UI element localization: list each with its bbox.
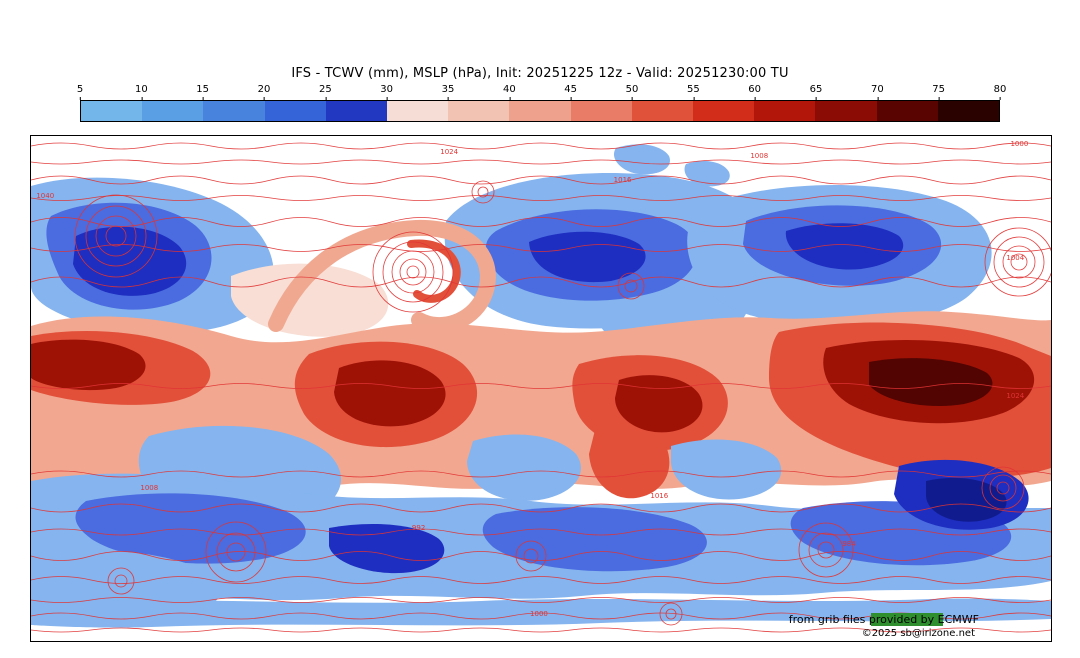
colorbar-tick-label: 45 (564, 84, 578, 100)
colorbar-segment (570, 101, 632, 121)
colorbar-tick-label: 60 (748, 84, 762, 100)
mslp-contours (31, 142, 1051, 633)
isobar-label: 1004 (1006, 254, 1025, 263)
colorbar-segment (81, 101, 143, 121)
colorbar: 5 10 15 20 25 30 35 40 45 50 55 60 65 70 75 80 (76, 84, 1006, 122)
colorbar-tick-label: 20 (257, 84, 271, 100)
isobar-label: 1024 (1006, 392, 1025, 401)
colorbar-tick-label: 15 (196, 84, 210, 100)
isobar-label: 1008 (750, 152, 769, 161)
colorbar-tick-label: 75 (932, 84, 946, 100)
colorbar-segment (203, 101, 265, 121)
isobar-label: 1000 (1010, 140, 1029, 149)
colorbar-segment (754, 101, 816, 121)
colorbar-segment (325, 101, 388, 121)
colorbar-segment (142, 101, 204, 121)
isobar-label: 1040 (36, 192, 55, 201)
isobar-label: 992 (411, 523, 426, 532)
colorbar-tick-label: 65 (809, 84, 823, 100)
colorbar-ticks: 5 10 15 20 25 30 35 40 45 50 55 60 65 70 75 80 (76, 84, 1006, 100)
colorbar-tick-label: 50 (625, 84, 639, 100)
colorbar-tick-label: 35 (441, 84, 455, 100)
isobar-labels: 1040 1024 1016 1008 1000 1004 1024 1008 1016 992 9… (31, 136, 1051, 641)
attribution-copyright: ©2025 sb@irizone.net (861, 628, 975, 639)
colorbar-segment (815, 101, 877, 121)
colorbar-bar (80, 100, 1000, 122)
attribution-source: from grib files provided by ECMWF (788, 613, 979, 626)
colorbar-segment (631, 101, 694, 121)
colorbar-segment (264, 101, 326, 121)
colorbar-tick-label: 5 (76, 84, 84, 100)
colorbar-tick-label: 40 (502, 84, 516, 100)
isobar-label: 1000 (530, 610, 548, 619)
colorbar-segment (509, 101, 571, 121)
ecmwf-green-patch (871, 613, 943, 626)
isobar-label: 1024 (440, 148, 459, 157)
colorbar-tick-label: 55 (686, 84, 700, 100)
colorbar-tick-label: 10 (134, 84, 148, 100)
colorbar-segment (693, 101, 755, 121)
isobar-label: 1008 (140, 483, 159, 492)
isobar-label: 1016 (650, 492, 669, 501)
page-title: IFS - TCWV (mm), MSLP (hPa), Init: 20251… (291, 66, 789, 81)
colorbar-tick-label: 25 (318, 84, 332, 100)
colorbar-tick-label: 80 (993, 84, 1007, 100)
world-map: 1040 1024 1016 1008 1000 1004 1024 1008 1016 992 9… (30, 135, 1052, 642)
isobar-label: 984 (842, 540, 856, 549)
colorbar-segment (387, 101, 449, 121)
colorbar-segment (937, 101, 1000, 121)
tcwv-blue-fields (31, 144, 992, 355)
isobar-label: 1016 (613, 175, 632, 184)
map-svg (31, 142, 1051, 633)
colorbar-tick-label: 30 (380, 84, 394, 100)
colorbar-segment (876, 101, 938, 121)
colorbar-segment (448, 101, 510, 121)
colorbar-tick-label: 70 (870, 84, 884, 100)
